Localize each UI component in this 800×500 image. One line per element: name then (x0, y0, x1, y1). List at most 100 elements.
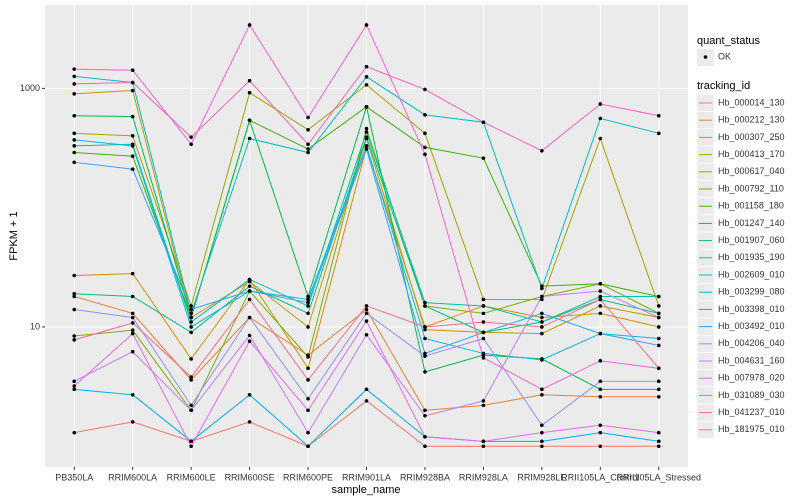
legend-label: Hb_000792_110 (718, 183, 784, 193)
point (481, 297, 486, 302)
point (189, 320, 193, 324)
point (306, 311, 310, 316)
point (130, 134, 135, 138)
point (598, 136, 603, 141)
legend-label: Hb_000617_040 (718, 166, 785, 176)
point (364, 83, 369, 87)
point (130, 294, 135, 299)
point (247, 289, 252, 293)
point (130, 167, 135, 172)
point (189, 142, 193, 147)
point (423, 408, 427, 413)
point (540, 439, 544, 444)
point (364, 126, 369, 131)
point (598, 304, 603, 308)
x-tick-label: RRIM600PE (283, 472, 333, 482)
point (189, 357, 193, 361)
point (247, 333, 252, 338)
point (423, 131, 427, 136)
point (189, 325, 193, 329)
legend-label: Hb_000014_130 (718, 97, 785, 107)
point (306, 444, 310, 449)
point (540, 325, 544, 329)
point (364, 311, 369, 316)
x-tick-label: RRIM600SE (225, 472, 275, 482)
point (247, 339, 252, 343)
point (189, 408, 193, 413)
point (598, 282, 603, 286)
point (540, 387, 544, 392)
point (130, 114, 135, 119)
point (598, 394, 603, 399)
point (306, 378, 310, 382)
point (656, 311, 661, 316)
point (306, 430, 310, 435)
legend-label: Hb_001907_060 (718, 235, 785, 245)
point (306, 366, 310, 371)
point (247, 297, 252, 302)
point (72, 113, 77, 118)
point (72, 387, 77, 392)
x-tick-label: RRIM600LA (108, 472, 157, 482)
legend-label: Hb_007978_020 (718, 373, 785, 383)
point (247, 90, 252, 95)
point (598, 116, 603, 121)
x-tick-label: RRIM928BA (400, 472, 450, 482)
x-tick-label: RRIM928LE (517, 472, 566, 482)
x-tick-label: RRII105LA_Stressed (616, 472, 701, 482)
point (247, 315, 252, 320)
legend-label: Hb_004631_160 (718, 355, 785, 365)
point (598, 430, 603, 435)
point (189, 315, 193, 320)
point (72, 150, 77, 155)
point (481, 156, 486, 160)
point (247, 392, 252, 397)
point (540, 286, 544, 291)
point (130, 349, 135, 354)
point (72, 92, 77, 96)
point (306, 127, 310, 132)
point (72, 294, 77, 299)
point (364, 387, 369, 392)
point (540, 311, 544, 316)
point (598, 102, 603, 106)
point (189, 378, 193, 382)
point (72, 307, 77, 312)
point (72, 384, 77, 388)
point (364, 105, 369, 109)
point (247, 277, 252, 282)
x-tick-label: RRIM928LA (459, 472, 508, 482)
legend-title: tracking_id (697, 80, 750, 92)
point (540, 423, 544, 428)
legend-label: Hb_041237_010 (718, 407, 785, 417)
point (306, 396, 310, 401)
point (364, 23, 369, 27)
point (130, 271, 135, 276)
legend-label: Hb_003299_080 (718, 287, 785, 297)
point (189, 375, 193, 379)
point (540, 444, 544, 449)
point (598, 289, 603, 293)
point (72, 138, 77, 142)
point (72, 338, 77, 342)
point (481, 439, 486, 444)
point (656, 336, 661, 341)
point (423, 435, 427, 439)
point (540, 392, 544, 397)
point (247, 420, 252, 424)
point (306, 300, 310, 305)
point (364, 75, 369, 79)
point (598, 444, 603, 449)
point (130, 321, 135, 325)
x-tick-label: RRIM901LA (342, 472, 391, 482)
point (364, 144, 369, 148)
point (189, 307, 193, 312)
point (423, 325, 427, 329)
point (130, 68, 135, 73)
point (364, 332, 369, 337)
point (598, 379, 603, 384)
point (481, 304, 486, 308)
point (306, 150, 310, 155)
point (540, 320, 544, 324)
point (481, 399, 486, 403)
